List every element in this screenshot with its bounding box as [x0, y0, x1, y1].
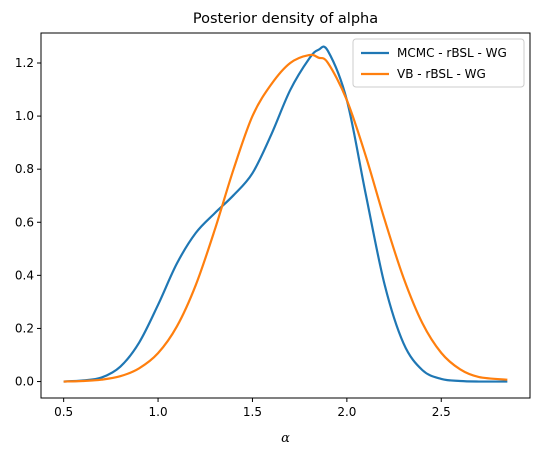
y-tick-label: 0.2 [15, 321, 34, 335]
x-axis-label: α [281, 431, 290, 446]
y-tick-label: 0.4 [15, 268, 34, 282]
x-tick-label: 2.5 [432, 405, 451, 419]
axes-frame [40, 32, 531, 399]
y-tick-label: 0.6 [15, 215, 34, 229]
chart-title: Posterior density of alpha [193, 11, 378, 27]
y-axis-ticks: 0.0 0.2 0.4 0.6 0.8 1.0 1.2 [15, 56, 41, 389]
y-tick-label: 1.2 [15, 56, 34, 70]
legend-label: VB - rBSL - WG [397, 67, 486, 81]
x-axis-ticks: 0.5 1.0 1.5 2.0 2.5 [54, 398, 451, 419]
x-tick-label: 0.5 [54, 405, 73, 419]
x-tick-label: 1.5 [243, 405, 262, 419]
y-tick-label: 1.0 [15, 109, 34, 123]
series-lines [63, 45, 508, 383]
legend: MCMC - rBSL - WG VB - rBSL - WG [352, 38, 525, 88]
y-tick-label: 0.0 [15, 375, 34, 389]
series-line-mcmc [63, 45, 508, 383]
legend-box [352, 38, 525, 88]
x-tick-label: 2.0 [337, 405, 356, 419]
y-tick-label: 0.8 [15, 162, 34, 176]
legend-label: MCMC - rBSL - WG [397, 46, 507, 60]
x-tick-label: 1.0 [149, 405, 168, 419]
series-line-vb [63, 53, 508, 383]
